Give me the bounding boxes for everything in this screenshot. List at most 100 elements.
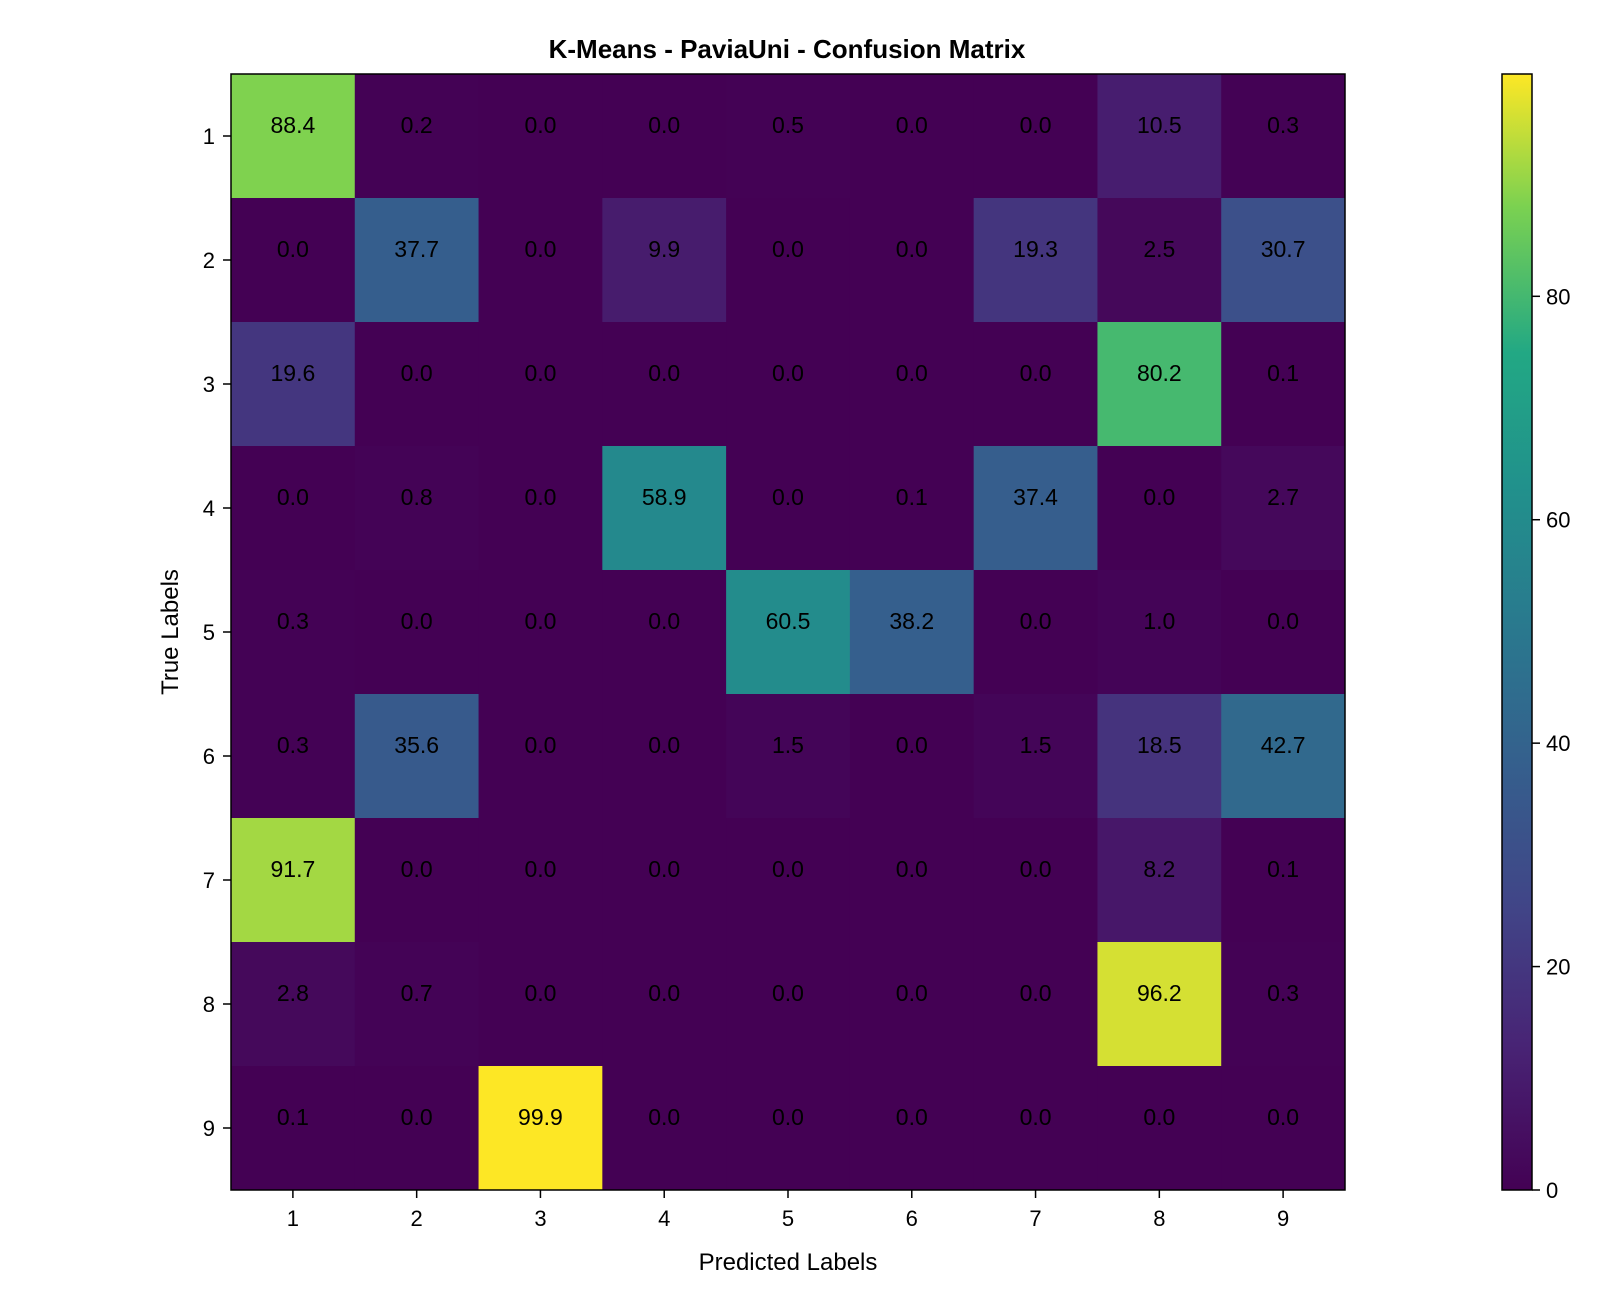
colorbar-tick-label: 60 [1546,508,1570,533]
heatmap-cell [602,1066,727,1191]
heatmap-cell [478,322,603,447]
cell-value-label: 0.0 [896,980,928,1006]
cell-value-label: 0.0 [648,360,680,386]
cell-value-label: 30.7 [1261,236,1306,262]
y-tick-label: 8 [203,992,215,1017]
heatmap-cell [602,694,727,819]
cell-value-label: 10.5 [1137,112,1182,138]
cell-value-label: 0.0 [648,732,680,758]
heatmap-cell [354,570,480,695]
cell-value-label: 42.7 [1261,732,1306,758]
heatmap-cell [354,694,480,819]
x-tick-label: 5 [782,1206,794,1231]
heatmap-cell [849,1066,975,1191]
cell-value-label: 0.0 [401,1104,433,1130]
cell-value-label: 0.0 [1020,1104,1052,1130]
heatmap-cell [973,942,1098,1067]
cell-value-label: 0.1 [1267,360,1299,386]
cell-value-label: 0.0 [896,360,928,386]
cell-value-label: 37.4 [1013,484,1058,510]
x-tick-label: 6 [906,1206,918,1231]
y-tick-label: 2 [203,248,215,273]
heatmap-cell [478,74,603,199]
heatmap-cell [602,818,727,943]
heatmap-cell [354,818,480,943]
cell-value-label: 0.0 [772,1104,804,1130]
y-tick-label: 3 [203,372,215,397]
cell-value-label: 8.2 [1143,856,1175,882]
heatmap-cell [1221,570,1346,695]
heatmap-cell [478,942,603,1067]
heatmap-cell [602,942,727,1067]
colorbar-tick-label: 0 [1546,1178,1558,1203]
cell-value-label: 0.0 [896,732,928,758]
colorbar-tick-label: 40 [1546,731,1570,756]
cell-value-label: 0.0 [896,112,928,138]
heatmap-cell [602,322,727,447]
cell-value-label: 0.0 [1020,112,1052,138]
cell-value-label: 38.2 [889,608,934,634]
cell-value-label: 0.0 [896,856,928,882]
heatmap-cell [231,942,356,1067]
cell-value-label: 0.0 [524,980,556,1006]
chart-title: K-Means - PaviaUni - Confusion Matrix [549,34,1026,64]
heatmap-cell [231,198,356,323]
cell-value-label: 0.0 [772,484,804,510]
cell-value-label: 0.0 [524,608,556,634]
cell-value-label: 96.2 [1137,980,1182,1006]
x-tick-label: 4 [658,1206,670,1231]
heatmap-cell [973,694,1098,819]
x-axis-label: Predicted Labels [699,1249,878,1276]
cell-value-label: 35.6 [394,732,439,758]
cell-value-label: 80.2 [1137,360,1182,386]
heatmap-cell [1221,942,1346,1067]
cell-value-label: 0.1 [896,484,928,510]
heatmap-cell [602,446,727,571]
heatmap-cell [849,198,975,323]
cell-value-label: 1.5 [772,732,804,758]
heatmap-cell [602,570,727,695]
y-tick-label: 9 [203,1116,215,1141]
heatmap-cell [973,74,1098,199]
y-axis-label: True Labels [157,569,184,695]
heatmap-cell [973,1066,1098,1191]
heatmap-cell [354,1066,480,1191]
cell-value-label: 91.7 [271,856,316,882]
cell-value-label: 0.2 [401,112,433,138]
heatmap-cell [1221,198,1346,323]
heatmap-cells [231,74,1346,1191]
x-tick-label: 8 [1153,1206,1165,1231]
heatmap-cell [973,570,1098,695]
cell-value-label: 0.0 [524,732,556,758]
cell-value-label: 37.7 [394,236,439,262]
cell-value-label: 0.0 [524,856,556,882]
heatmap-cell [973,818,1098,943]
cell-value-label: 19.3 [1013,236,1058,262]
heatmap-cell [231,446,356,571]
colorbar-tick-label: 80 [1546,284,1570,309]
heatmap-cell [478,694,603,819]
heatmap-cell [231,74,356,199]
cell-value-label: 0.0 [1267,608,1299,634]
heatmap-cell [1221,74,1346,199]
heatmap-cell [973,322,1098,447]
cell-value-label: 2.8 [277,980,309,1006]
cell-value-label: 1.5 [1020,732,1052,758]
cell-value-label: 0.0 [524,236,556,262]
cell-value-label: 0.3 [277,608,309,634]
cell-value-label: 0.0 [1020,856,1052,882]
x-tick-label: 7 [1029,1206,1041,1231]
heatmap-cell [231,818,356,943]
cell-value-label: 0.0 [1020,360,1052,386]
cell-value-label: 0.5 [772,112,804,138]
heatmap-cell [602,74,727,199]
y-tick-label: 6 [203,744,215,769]
heatmap-cell [726,818,851,943]
cell-value-label: 0.1 [1267,856,1299,882]
heatmap-cell [849,694,975,819]
cell-value-label: 0.0 [896,1104,928,1130]
cell-value-label: 0.0 [524,112,556,138]
heatmap-cell [231,694,356,819]
heatmap-cell [849,942,975,1067]
heatmap-cell [726,570,851,695]
